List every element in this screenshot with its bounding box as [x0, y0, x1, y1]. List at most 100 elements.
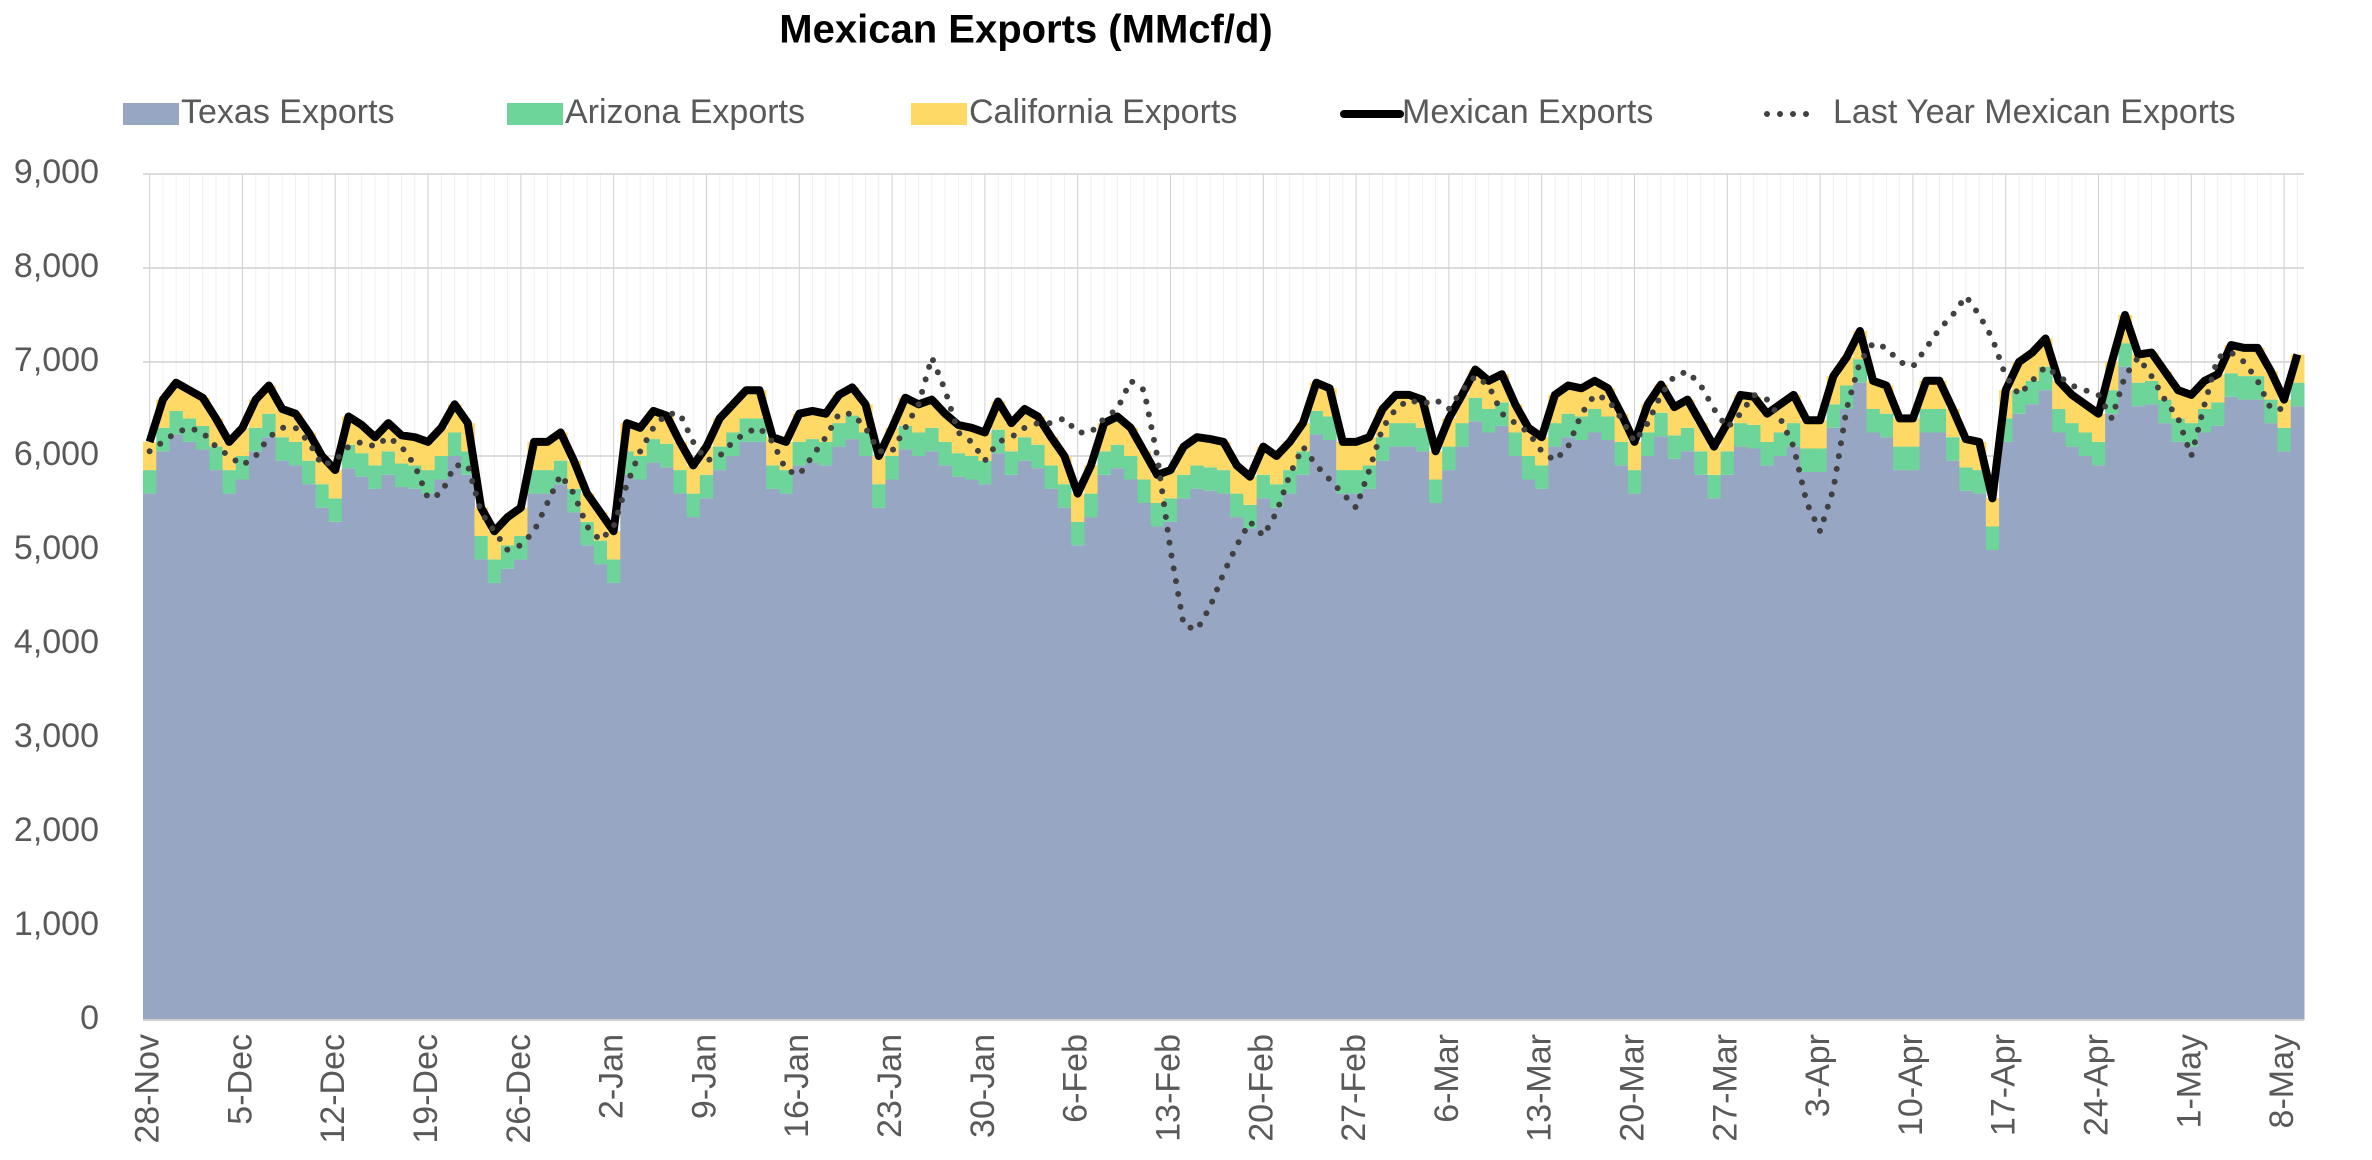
stack-segment — [1853, 382, 1867, 1020]
stack-segment — [1362, 488, 1377, 1020]
stack-segment — [1482, 409, 1496, 433]
stack-segment — [660, 443, 674, 468]
stack-segment — [819, 413, 833, 442]
stack-segment — [1442, 446, 1457, 471]
stack-segment — [143, 470, 157, 494]
legend-label: California Exports — [969, 93, 1237, 131]
x-tick-label: 9-Jan — [685, 1034, 723, 1119]
stack-segment — [1959, 490, 1974, 1020]
stack-segment — [1428, 479, 1443, 503]
stack-segment — [1893, 470, 1907, 1021]
stack-segment — [964, 479, 979, 1020]
stack-segment — [2277, 427, 2292, 452]
stack-segment — [2131, 406, 2146, 1020]
stack-segment — [1985, 498, 2000, 527]
stack-segment — [1760, 441, 1775, 466]
stack-segment — [1694, 474, 1708, 1020]
stack-segment — [328, 521, 343, 1020]
stack-segment — [1269, 456, 1284, 485]
stack-segment — [275, 460, 290, 1020]
stack-segment — [779, 470, 794, 494]
stack-segment — [872, 484, 886, 508]
stack-segment — [527, 493, 542, 1021]
stack-segment — [2250, 399, 2265, 1021]
stack-segment — [646, 439, 661, 463]
stack-segment — [302, 460, 316, 485]
stack-segment — [1004, 474, 1019, 1020]
stack-segment — [2264, 423, 2278, 1021]
stack-segment — [686, 493, 701, 518]
stack-segment — [1428, 503, 1443, 1020]
line-series — [145, 311, 2302, 536]
stack-segment — [2277, 399, 2292, 428]
stack-segment — [593, 564, 608, 1020]
stack-segment — [540, 470, 555, 494]
stack-segment — [1627, 493, 1642, 1021]
stack-segment — [1283, 493, 1297, 1021]
stack-segment — [1839, 409, 1854, 1020]
stack-segment — [1906, 418, 1921, 447]
stack-segment — [1044, 465, 1059, 489]
stack-segment — [1216, 470, 1231, 494]
stack-segment — [328, 470, 343, 499]
stack-segment — [2038, 390, 2053, 1020]
stack-segment — [978, 484, 992, 1020]
stack-segment — [1230, 517, 1244, 1020]
stack-segment — [394, 487, 409, 1020]
stack-segment — [1906, 470, 1921, 1021]
stack-segment — [1150, 474, 1165, 503]
stack-segment — [2184, 446, 2199, 1021]
x-tick-label: 8-May — [2263, 1034, 2301, 1128]
stack-segment — [1773, 432, 1788, 456]
stack-segment — [1084, 493, 1099, 518]
stack-segment — [2171, 390, 2186, 419]
stack-segment — [143, 493, 157, 1021]
stack-segment — [1893, 418, 1907, 447]
stack-segment — [1601, 440, 1616, 1020]
stack-segment — [1627, 441, 1642, 471]
stack-segment — [156, 427, 171, 452]
stack-segment — [978, 432, 992, 461]
stack-segment — [805, 410, 820, 440]
stack-segment — [1641, 456, 1655, 1020]
stack-segment — [182, 390, 197, 419]
stack-segment — [1243, 476, 1258, 505]
stack-segment — [1667, 458, 1682, 1020]
stack-segment — [1773, 456, 1788, 1020]
stack-segment — [474, 559, 489, 1020]
stack-segment — [673, 493, 688, 1021]
stack-segment — [2078, 432, 2093, 456]
x-tick-label: 10-Apr — [1892, 1034, 1930, 1136]
stack-segment — [1707, 474, 1722, 499]
stack-segment — [1574, 440, 1589, 1020]
stack-segment — [1548, 446, 1563, 1021]
stack-segment — [2052, 409, 2066, 433]
stack-segment — [607, 531, 621, 560]
stack-segment — [1428, 451, 1443, 480]
y-tick-label: 2,000 — [14, 811, 99, 849]
stack-segment — [2158, 399, 2172, 424]
stack-segment — [845, 439, 860, 1021]
stack-segment — [779, 493, 794, 1021]
stack-segment — [315, 507, 330, 1020]
stack-segment — [1535, 488, 1549, 1020]
stack-segment — [978, 460, 992, 485]
stack-segment — [1733, 423, 1748, 447]
stack-segment — [1190, 488, 1205, 1020]
legend-swatch — [507, 103, 563, 125]
legend-swatch — [123, 103, 179, 125]
x-tick-label: 13-Feb — [1149, 1034, 1187, 1142]
stack-segment — [2290, 406, 2305, 1020]
stack-segment — [1720, 451, 1735, 475]
stack-segment — [686, 465, 701, 494]
stack-segment — [487, 531, 502, 560]
stack-segment — [1389, 423, 1403, 447]
stack-segment — [766, 437, 780, 466]
stack-segment — [2158, 423, 2172, 1021]
stack-segment — [447, 432, 462, 456]
stack-segment — [143, 441, 157, 471]
stack-segment — [2224, 373, 2239, 397]
stack-segment — [567, 512, 582, 1020]
stack-segment — [1786, 446, 1801, 1021]
